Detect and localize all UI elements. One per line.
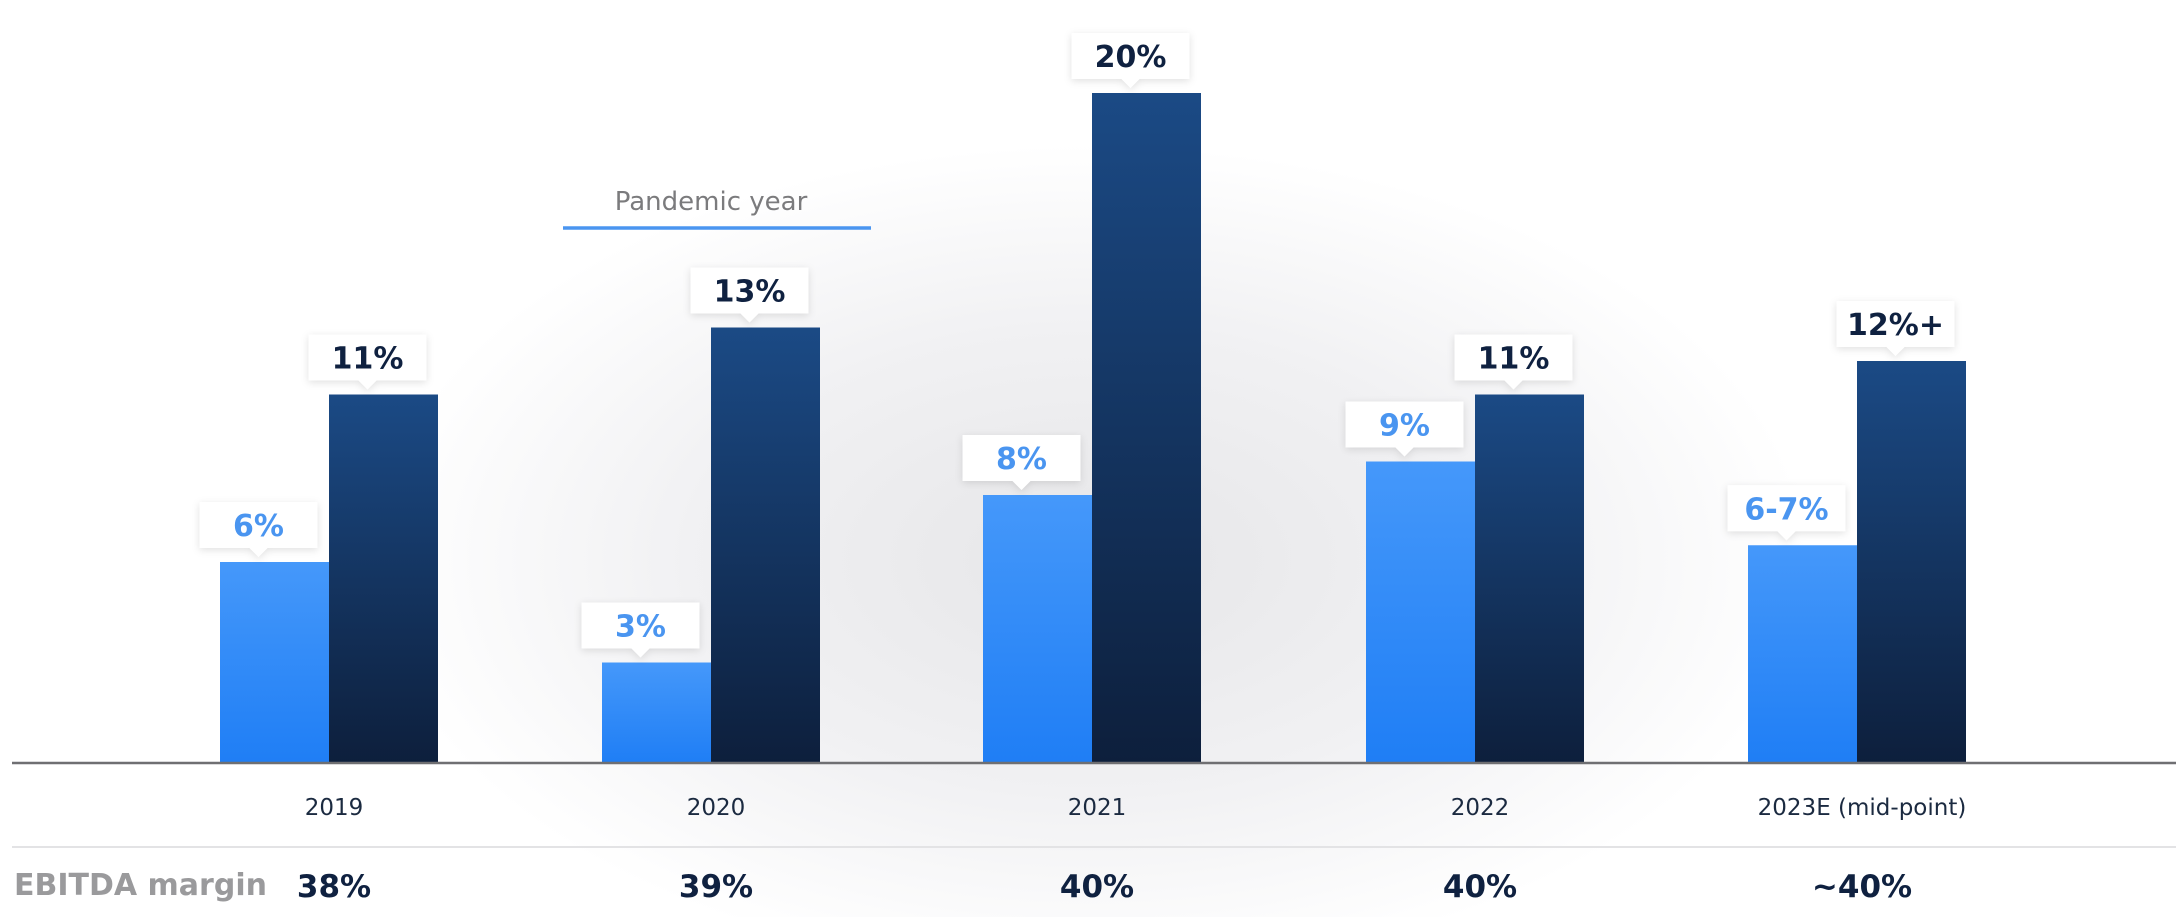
bar-dark-2020 [711, 327, 820, 763]
bar-dark-2019 [329, 394, 438, 763]
bars-layer [220, 93, 1966, 763]
data-label-light-0 [199, 502, 318, 557]
callouts-layer: 6% 11% 3% 13% 8% 20% 9% 11% 6-7% 12%+ [199, 33, 1955, 658]
data-label-dark-2-text: 20% [1095, 40, 1167, 75]
bar-dark-2022 [1475, 394, 1584, 763]
data-label-light-2 [962, 435, 1081, 490]
ebitda-margin-value: 40% [1060, 869, 1134, 905]
callout-box [962, 435, 1081, 490]
data-label-light-3 [1345, 401, 1464, 457]
data-label-light-4-text: 6-7% [1744, 492, 1828, 527]
data-label-light-3-text: 9% [1379, 409, 1430, 444]
ebitda-margin-value: 40% [1443, 869, 1517, 905]
callout-box [1345, 401, 1464, 457]
data-label-dark-3-text: 11% [1478, 342, 1550, 377]
bar-light-2021 [983, 495, 1092, 763]
data-label-dark-0-text: 11% [332, 342, 404, 377]
x-tick-label: 2020 [687, 795, 746, 821]
bar-dark-2023E (mid-point) [1857, 361, 1966, 763]
callout-box [1454, 334, 1573, 390]
x-tick-label: 2019 [305, 795, 364, 821]
bar-light-2022 [1366, 461, 1475, 763]
ebitda-margin-row: EBITDA margin 38% 39% 40% 40% ~40% [14, 868, 1912, 905]
bar-light-2020 [602, 662, 711, 763]
pandemic-annotation-text: Pandemic year [615, 187, 808, 217]
data-label-dark-1-text: 13% [714, 275, 786, 310]
data-label-light-2-text: 8% [996, 442, 1047, 477]
x-tick-label: 2022 [1451, 795, 1510, 821]
callout-box [1727, 485, 1846, 541]
data-label-dark-4-text: 12%+ [1847, 308, 1944, 343]
data-label-dark-0 [308, 334, 427, 390]
pandemic-annotation: Pandemic year [563, 187, 871, 230]
data-label-dark-2 [1071, 33, 1190, 88]
data-label-dark-1 [690, 267, 809, 323]
x-tick-labels: 2019 2020 2021 2022 2023E (mid-point) [305, 795, 1967, 821]
ebitda-margin-value: ~40% [1812, 869, 1912, 905]
callout-box [1836, 301, 1955, 356]
callout-box [308, 334, 427, 390]
data-label-light-4 [1727, 485, 1846, 541]
ebitda-margin-value: 39% [679, 869, 753, 905]
callout-box [1071, 33, 1190, 88]
data-label-light-0-text: 6% [233, 509, 284, 544]
callout-box [199, 502, 318, 557]
callout-box [690, 267, 809, 323]
data-label-dark-4 [1836, 301, 1955, 356]
bar-light-2023E (mid-point) [1748, 545, 1857, 763]
data-label-light-1 [581, 602, 700, 658]
callout-box [581, 602, 700, 658]
bar-dark-2021 [1092, 93, 1201, 763]
data-label-dark-3 [1454, 334, 1573, 390]
bar-light-2019 [220, 562, 329, 763]
x-tick-label: 2021 [1068, 795, 1127, 821]
ebitda-margin-label: EBITDA margin [14, 868, 267, 903]
x-tick-label: 2023E (mid-point) [1758, 795, 1967, 821]
data-label-light-1-text: 3% [615, 610, 666, 645]
ebitda-margin-value: 38% [297, 869, 371, 905]
